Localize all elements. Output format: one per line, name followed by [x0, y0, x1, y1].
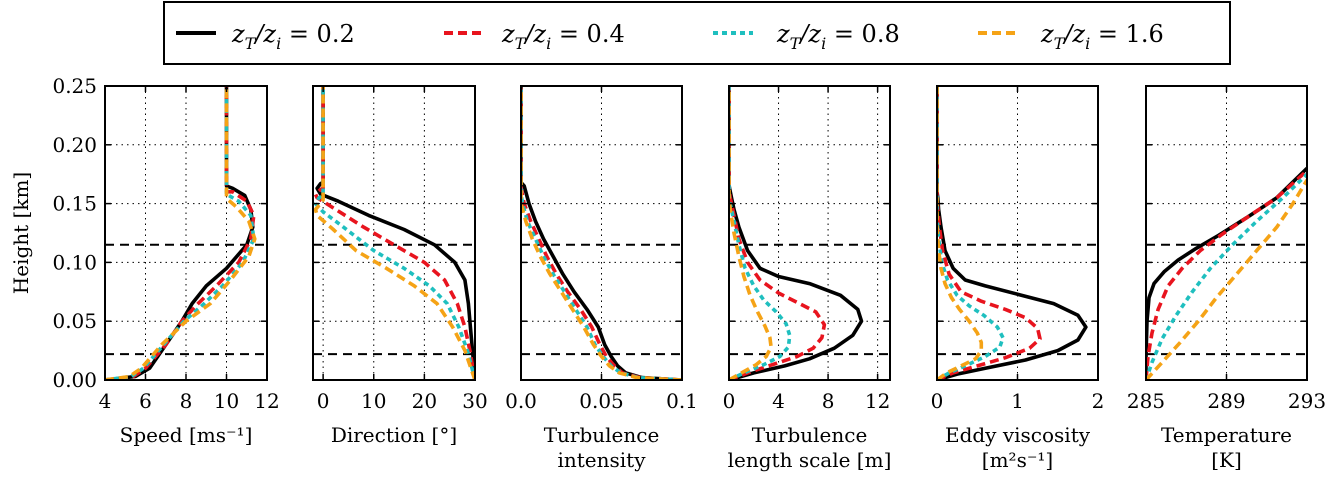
- x-axis-label: Eddy viscosity: [945, 423, 1091, 447]
- legend-label: zT/zi = 0.4: [501, 20, 625, 53]
- x-tick-label: 289: [1207, 389, 1245, 413]
- series-line: [937, 86, 1088, 380]
- x-tick-label: 6: [139, 389, 152, 413]
- x-tick-label: 10: [214, 389, 239, 413]
- series-line: [105, 86, 256, 380]
- x-tick-label: 285: [1127, 389, 1165, 413]
- legend-box: [163, 1, 1231, 65]
- x-tick-label: 0.1: [666, 389, 698, 413]
- series-line: [521, 86, 682, 380]
- series-line: [521, 86, 682, 380]
- panel: 285 289 293 Temperature[K]: [1127, 85, 1326, 472]
- series-line: [521, 86, 682, 380]
- x-tick-label: 30: [462, 389, 487, 413]
- x-tick-label: 10: [361, 389, 386, 413]
- y-tick-label: 0.25: [52, 74, 97, 98]
- y-tick-label: 0.10: [52, 250, 97, 274]
- series-line: [313, 86, 475, 380]
- x-axis-label: Direction [°]: [331, 423, 457, 447]
- legend-label: zT/zi = 1.6: [1040, 20, 1164, 53]
- x-tick-label: 0: [931, 389, 944, 413]
- x-axis-label: Speed [ms⁻¹]: [120, 423, 253, 447]
- series-line: [315, 86, 475, 380]
- series-line: [1146, 172, 1307, 380]
- x-tick-label: 1: [1011, 389, 1024, 413]
- y-tick-label: 0.05: [52, 309, 97, 333]
- y-tick-label: 0.15: [52, 192, 97, 216]
- x-axis-label: length scale [m]: [728, 448, 892, 472]
- y-axis-label: Height [km]: [9, 172, 33, 294]
- plot-frame: [728, 85, 891, 381]
- legend-entry: zT/zi = 0.4: [444, 20, 625, 53]
- x-axis-label: [K]: [1211, 448, 1242, 472]
- series-line: [105, 86, 257, 380]
- series-line: [937, 86, 1042, 380]
- x-tick-label: 0: [317, 389, 330, 413]
- series-line: [105, 86, 255, 380]
- series-line: [937, 86, 1005, 380]
- x-tick-label: 0.05: [579, 389, 624, 413]
- series-line: [729, 86, 827, 380]
- x-axis-label: [m²s⁻¹]: [982, 448, 1053, 472]
- series-line: [729, 86, 773, 380]
- x-axis-label: Turbulence: [544, 423, 660, 447]
- x-tick-label: 0.0: [505, 389, 537, 413]
- series-line: [937, 86, 984, 380]
- legend-entry: zT/zi = 1.6: [978, 20, 1164, 53]
- x-tick-label: 12: [254, 389, 279, 413]
- x-axis-label: intensity: [557, 448, 646, 472]
- legend-label: zT/zi = 0.2: [231, 20, 355, 53]
- x-tick-label: 12: [865, 389, 890, 413]
- x-tick-label: 8: [822, 389, 835, 413]
- x-tick-label: 8: [180, 389, 193, 413]
- x-axis-label: Temperature: [1161, 423, 1292, 447]
- legend-label: zT/zi = 0.8: [776, 20, 900, 53]
- x-tick-label: 0: [723, 389, 736, 413]
- x-tick-label: 293: [1288, 389, 1326, 413]
- series-line: [313, 86, 475, 380]
- x-tick-label: 2: [1092, 389, 1105, 413]
- series-line: [729, 86, 864, 380]
- plot-frame: [312, 85, 476, 381]
- x-tick-label: 4: [772, 389, 785, 413]
- series-line: [1146, 169, 1307, 380]
- series-line: [521, 86, 682, 380]
- series-line: [105, 86, 256, 380]
- y-tick-label: 0.00: [52, 368, 97, 392]
- legend-entry: zT/zi = 0.8: [713, 20, 900, 53]
- x-tick-label: 20: [412, 389, 437, 413]
- x-axis-label: Turbulence: [752, 423, 868, 447]
- legend-entry: zT/zi = 0.2: [176, 20, 355, 53]
- x-tick-label: 4: [99, 389, 112, 413]
- y-tick-label: 0.20: [52, 133, 97, 157]
- series-line: [1146, 179, 1307, 380]
- series-line: [313, 86, 475, 380]
- series-line: [729, 86, 792, 380]
- legend: zT/zi = 0.2 zT/zi = 0.4 zT/zi = 0.8 zT/zi =…: [163, 1, 1231, 65]
